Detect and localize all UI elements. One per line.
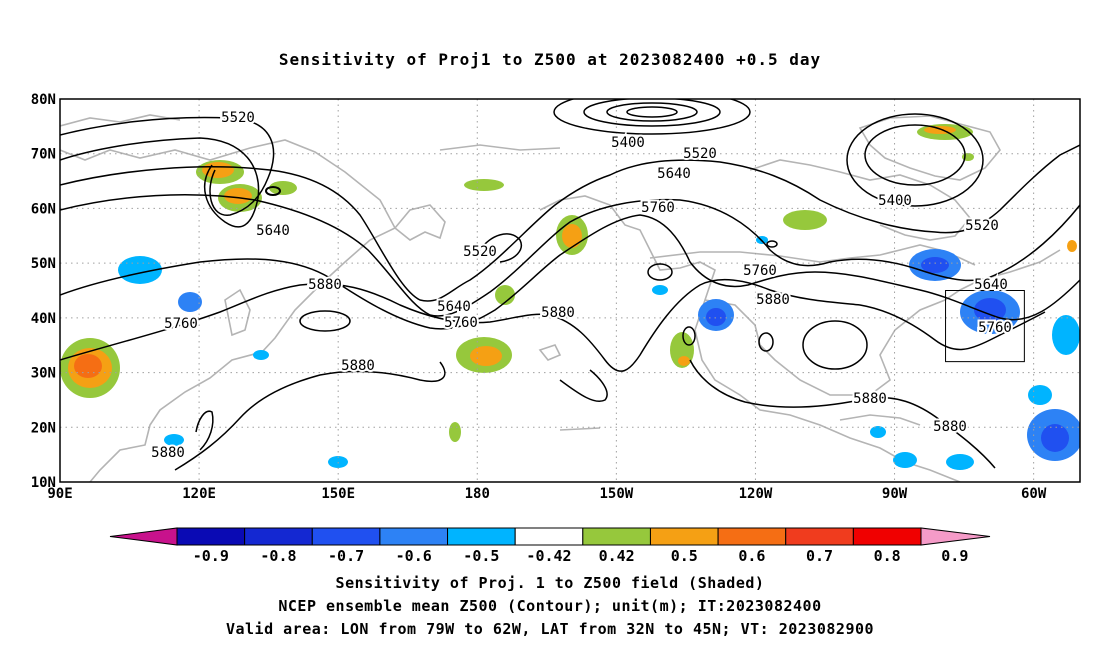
- lon-tick-label: 120W: [739, 486, 773, 502]
- map-frame: [59, 98, 1081, 483]
- contour-label: 5640: [256, 223, 290, 239]
- colorbar-label: -0.5: [463, 547, 499, 565]
- lat-tick-label: 30N: [31, 366, 56, 382]
- contour-label: 5400: [878, 193, 912, 209]
- lon-tick-label: 60W: [1021, 486, 1047, 502]
- contour-label: 5760: [743, 263, 777, 279]
- lat-tick-label: 70N: [31, 147, 56, 163]
- colorbar-label: 0.8: [874, 547, 901, 565]
- lat-tick-label: 50N: [31, 256, 56, 272]
- contour-labels: 5520 5400 5520 5640 5760 5640 5520 5880 …: [149, 108, 1014, 463]
- lon-tick-label: 150E: [321, 486, 355, 502]
- contour-label: 5880: [308, 277, 342, 293]
- contour-label: 5640: [657, 166, 691, 182]
- colorbar-bin: [785, 527, 854, 546]
- contour-label: 5520: [463, 244, 497, 260]
- caption-line-2: NCEP ensemble mean Z500 (Contour); unit(…: [278, 597, 822, 615]
- valid-area-box: [945, 290, 1025, 363]
- caption-line-1: Sensitivity of Proj. 1 to Z500 field (Sh…: [335, 574, 765, 592]
- contour-label: 5760: [978, 320, 1012, 336]
- contour-label: 5880: [853, 391, 887, 407]
- contour-label: 5520: [221, 110, 255, 126]
- contour-label: 5880: [341, 358, 375, 374]
- colorbar-label: -0.6: [396, 547, 432, 565]
- contour-label: 5400: [611, 135, 645, 151]
- colorbar-bin: [311, 527, 381, 546]
- sensitivity-shading: [60, 124, 1080, 470]
- contour-label: 5640: [974, 277, 1008, 293]
- colorbar-bin: [379, 527, 449, 546]
- colorbar-bin: [447, 527, 516, 546]
- lat-tick-label: 20N: [31, 420, 56, 436]
- lon-tick-label: 90E: [47, 486, 72, 502]
- colorbar-label: -0.7: [328, 547, 364, 565]
- figure-title: Sensitivity of Proj1 to Z500 at 20230824…: [278, 50, 822, 69]
- longitude-labels: 90E 120E 150E 180 150W 120W 90W 60W: [47, 486, 1046, 502]
- contour-label: 5880: [151, 445, 185, 461]
- contour-label: 5880: [541, 305, 575, 321]
- colorbar-label: -0.9: [193, 547, 229, 565]
- contour-label: 5760: [444, 315, 478, 331]
- colorbar-label: -0.42: [526, 547, 571, 565]
- grid-lines: [60, 99, 1080, 482]
- lon-tick-label: 120E: [182, 486, 216, 502]
- lat-tick-label: 10N: [31, 475, 56, 491]
- colorbar-label: 0.7: [806, 547, 833, 565]
- lon-tick-label: 180: [465, 486, 490, 502]
- colorbar: -0.9 -0.8 -0.7 -0.6 -0.5 -0.42 0.42 0.5 0.6 0.7 0.…: [109, 527, 991, 565]
- contour-label: 5520: [965, 218, 999, 234]
- colorbar-label: 0.42: [599, 547, 635, 565]
- colorbar-bin: [244, 527, 313, 546]
- colorbar-label: 0.9: [941, 547, 968, 565]
- colorbar-bin: [582, 527, 651, 546]
- latitude-labels: 10N 20N 30N 40N 50N 60N 70N 80N: [31, 92, 56, 491]
- contour-label: 5880: [933, 419, 967, 435]
- contour-label: 5640: [437, 299, 471, 315]
- colorbar-bin: [717, 527, 787, 546]
- contour-label: 5880: [756, 292, 790, 308]
- lat-tick-label: 80N: [31, 92, 56, 108]
- caption-line-3: Valid area: LON from 79W to 62W, LAT fro…: [225, 620, 875, 638]
- colorbar-above-max-triangle: [920, 527, 991, 546]
- contour-label: 5760: [641, 200, 675, 216]
- colorbar-bin: [176, 527, 246, 546]
- lat-tick-label: 60N: [31, 201, 56, 217]
- colorbar-bin: [649, 527, 719, 546]
- colorbar-bin: [514, 527, 584, 546]
- lon-tick-label: 150W: [600, 486, 634, 502]
- colorbar-label: 0.6: [738, 547, 765, 565]
- colorbar-label: -0.8: [260, 547, 296, 565]
- lat-tick-label: 40N: [31, 311, 56, 327]
- contour-label: 5760: [164, 316, 198, 332]
- colorbar-below-min-triangle: [109, 527, 178, 546]
- z500-contours: [60, 99, 1080, 471]
- contour-label: 5520: [683, 146, 717, 162]
- lon-tick-label: 90W: [882, 486, 908, 502]
- colorbar-label: 0.5: [671, 547, 698, 565]
- colorbar-bin: [852, 527, 922, 546]
